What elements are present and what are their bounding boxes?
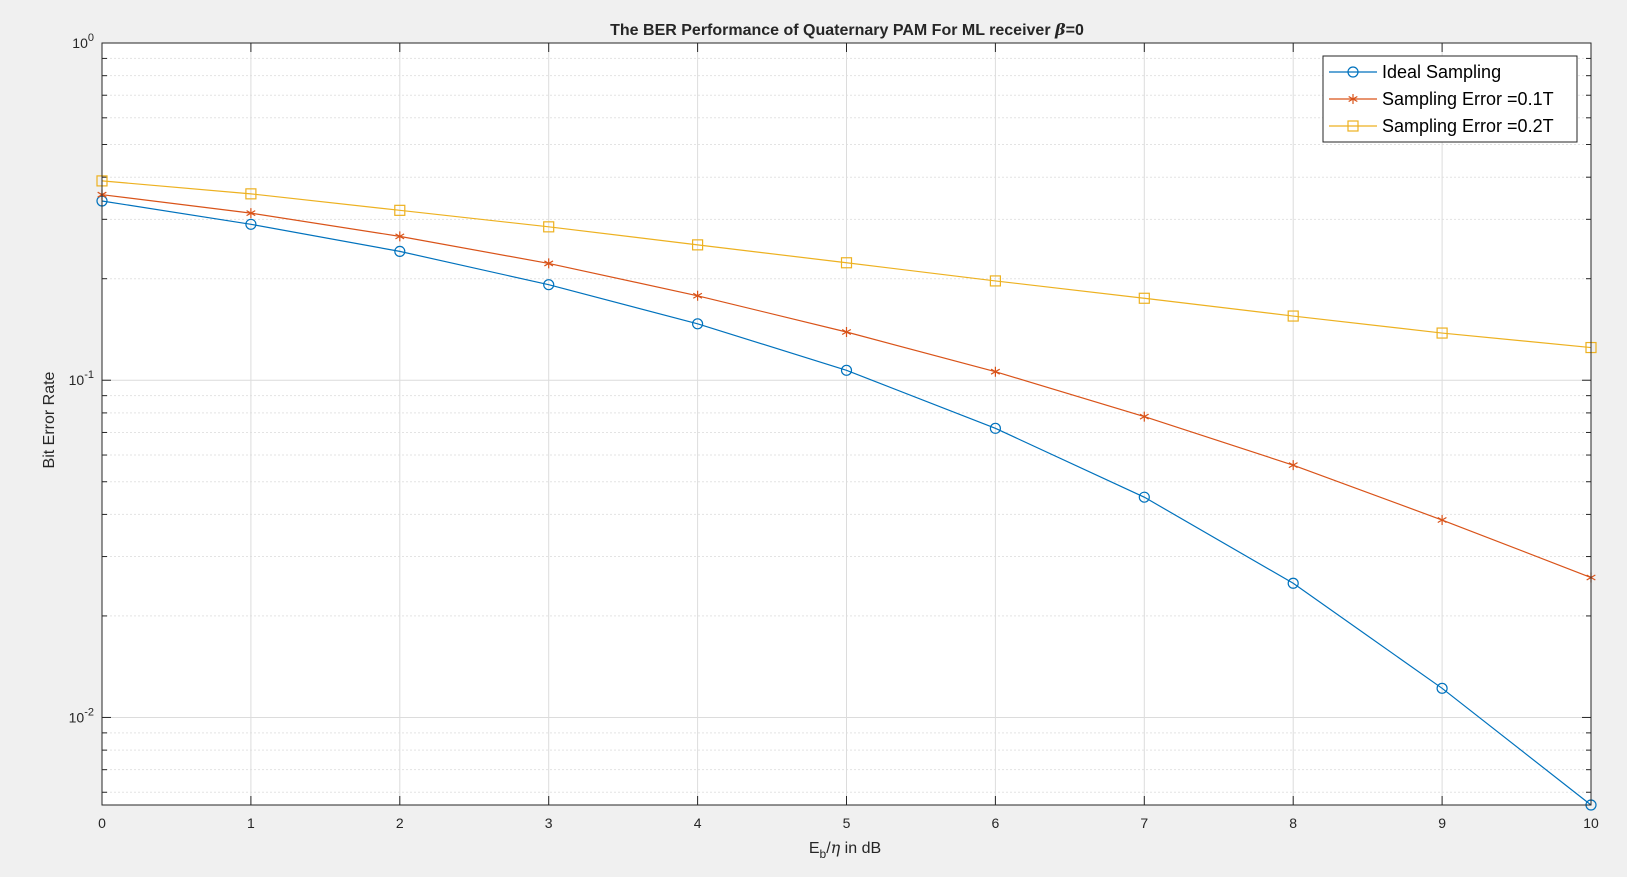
chart-title-suffix: =0	[1066, 22, 1084, 39]
y-tick-exponent: -2	[84, 706, 94, 718]
legend-label: Sampling Error =0.2T	[1382, 116, 1554, 136]
plot-border	[101, 42, 1592, 806]
data-point	[840, 257, 853, 269]
series-line	[101, 180, 1592, 349]
data-point	[1287, 310, 1299, 322]
x-tick-label: 8	[1289, 815, 1297, 831]
x-axis-label-main: E	[809, 840, 820, 857]
x-tick-label: 0	[98, 815, 106, 831]
data-point	[543, 221, 555, 233]
y-tick-exponent: -1	[84, 369, 94, 381]
y-tick-label: 10-2	[69, 706, 94, 725]
data-point	[990, 366, 1001, 377]
series-line	[101, 200, 1592, 806]
x-tick-label: 4	[694, 815, 702, 831]
y-tick-label: 10-1	[69, 369, 94, 388]
chart-title-prefix: The BER Performance of Quaternary PAM Fo…	[610, 22, 1055, 39]
data-point	[1436, 682, 1448, 694]
x-axis-label-slash: /	[826, 840, 831, 857]
data-point	[245, 188, 257, 200]
data-point	[1437, 515, 1447, 526]
x-axis-label-sub: b	[820, 847, 827, 861]
data-point	[1139, 411, 1149, 422]
data-point	[841, 326, 852, 337]
y-axis-label: Bit Error Rate	[41, 371, 58, 468]
data-point	[989, 422, 1002, 434]
legend-marker	[1348, 94, 1358, 104]
data-point	[1288, 460, 1298, 471]
chart-title-symbol: β	[1054, 20, 1066, 39]
data-point	[246, 208, 256, 219]
data-point	[692, 290, 703, 301]
chart-title: The BER Performance of Quaternary PAM Fo…	[610, 20, 1084, 39]
x-axis-label-rest: in dB	[840, 840, 881, 857]
y-tick-base: 10	[72, 35, 88, 51]
series-3	[96, 175, 1597, 354]
legend: Ideal Sampling Sampling Error =0.1T Sampli…	[1322, 55, 1578, 143]
y-tick-base: 10	[69, 372, 85, 388]
y-tick-base: 10	[69, 709, 85, 725]
data-point	[394, 204, 406, 216]
data-point	[691, 239, 704, 251]
y-tick-exponent: 0	[88, 32, 94, 44]
x-tick-label: 9	[1438, 815, 1446, 831]
x-axis-label-symbol: η	[831, 838, 841, 857]
data-point	[1138, 292, 1150, 304]
data-point	[1436, 327, 1448, 339]
x-tick-label: 7	[1140, 815, 1148, 831]
data-point	[1138, 491, 1150, 503]
legend-label: Ideal Sampling	[1382, 62, 1501, 82]
x-tick-label: 5	[843, 815, 851, 831]
legend-marker	[1347, 120, 1359, 132]
data-point	[245, 218, 257, 230]
series-layer	[96, 175, 1597, 811]
x-tick-label: 10	[1583, 815, 1599, 831]
data-point	[840, 364, 853, 376]
legend-marker	[1347, 66, 1359, 78]
x-tick-label: 3	[545, 815, 553, 831]
series-1	[96, 195, 1597, 811]
data-point	[394, 245, 406, 257]
x-tick-label: 2	[396, 815, 404, 831]
data-point	[691, 318, 704, 330]
x-axis-label: Eb/η in dB	[809, 838, 881, 861]
x-tick-label: 6	[992, 815, 1000, 831]
data-point	[395, 231, 405, 242]
series-2	[97, 189, 1596, 583]
data-point	[1287, 577, 1299, 589]
data-point	[543, 279, 555, 291]
data-point	[544, 258, 554, 269]
x-tick-label: 1	[247, 815, 255, 831]
y-tick-label: 100	[72, 32, 94, 51]
legend-label: Sampling Error =0.1T	[1382, 89, 1554, 109]
data-point	[989, 275, 1002, 287]
